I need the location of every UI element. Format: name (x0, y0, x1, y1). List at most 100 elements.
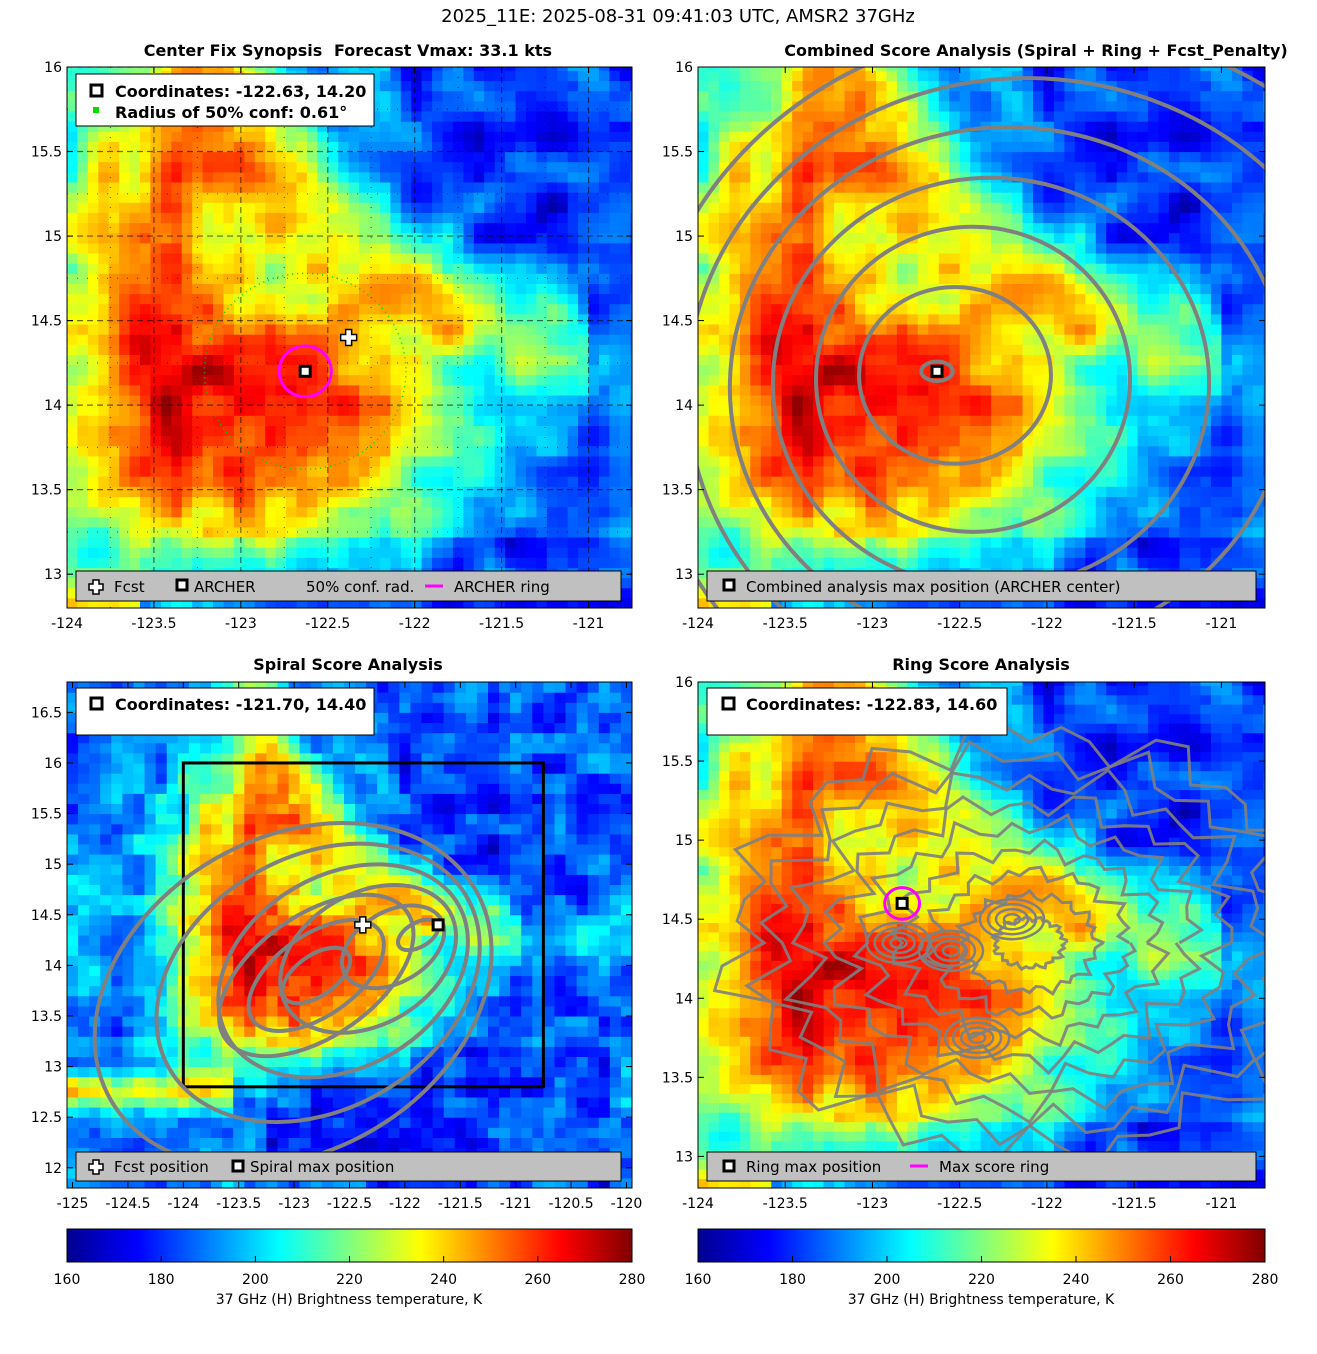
heat-cell (855, 192, 866, 203)
heat-cell (876, 283, 887, 294)
heat-cell (886, 263, 897, 274)
heat-cell (495, 324, 506, 335)
heat-cell (688, 294, 699, 305)
heat-cell (213, 476, 224, 487)
heat-cell (182, 476, 193, 487)
heat-cell (782, 344, 793, 355)
heat-cell (411, 202, 422, 213)
heat-cell (981, 476, 992, 487)
heat-cell (401, 172, 412, 183)
heat-cell (939, 212, 950, 223)
heat-cell (991, 365, 1002, 376)
heat-cell (307, 537, 318, 548)
heat-cell (886, 253, 897, 264)
heat-cell (484, 507, 495, 518)
heat-cell (866, 436, 877, 447)
heat-cell (609, 152, 620, 163)
heat-cell (991, 304, 1002, 315)
heat-cell (855, 446, 866, 457)
heat-cell (970, 354, 981, 365)
heat-cell (401, 81, 412, 92)
heat-cell (547, 405, 558, 416)
heat-cell (641, 507, 652, 518)
heat-cell (641, 344, 652, 355)
heat-cell (981, 141, 992, 152)
heat-cell (286, 486, 297, 497)
heat-cell (1002, 456, 1013, 467)
heat-cell (620, 537, 631, 548)
heat-cell (589, 425, 600, 436)
heat-cell (432, 111, 443, 122)
heat-cell (750, 334, 761, 345)
heat-cell (171, 476, 182, 487)
heat-cell (140, 486, 151, 497)
heat-cell (119, 375, 130, 386)
heat-cell (380, 141, 391, 152)
heat-cell (970, 152, 981, 163)
heat-cell (536, 608, 547, 619)
heat-cell (255, 294, 266, 305)
heat-cell (453, 152, 464, 163)
heat-cell (359, 507, 370, 518)
heat-cell (516, 304, 527, 315)
heat-cell (57, 91, 68, 102)
heat-cell (803, 476, 814, 487)
heat-cell (130, 436, 141, 447)
heat-cell (57, 436, 68, 447)
heat-cell (432, 253, 443, 264)
heat-cell (349, 304, 360, 315)
heat-cell (119, 192, 130, 203)
heat-cell (463, 446, 474, 457)
heat-cell (813, 547, 824, 558)
heat-cell (960, 486, 971, 497)
heat-cell (359, 517, 370, 528)
heat-cell (297, 60, 308, 71)
heat-cell (928, 141, 939, 152)
heat-cell (834, 91, 845, 102)
heat-cell (547, 263, 558, 274)
heat-cell (67, 415, 78, 426)
heat-cell (390, 557, 401, 568)
heat-cell (949, 486, 960, 497)
heat-cell (495, 294, 506, 305)
heat-cell (609, 283, 620, 294)
heat-cell (834, 324, 845, 335)
heat-cell (526, 111, 537, 122)
heat-cell (578, 334, 589, 345)
heat-cell (463, 131, 474, 142)
heat-cell (380, 233, 391, 244)
heat-cell (411, 486, 422, 497)
heat-cell (547, 354, 558, 365)
heat-cell (161, 263, 172, 274)
heat-cell (886, 121, 897, 132)
heat-cell (568, 253, 579, 264)
heat-cell (192, 557, 203, 568)
heat-cell (750, 375, 761, 386)
heat-cell (203, 608, 214, 619)
heat-cell (709, 121, 720, 132)
heat-cell (845, 354, 856, 365)
heat-cell (907, 405, 918, 416)
heat-cell (307, 233, 318, 244)
heat-cell (792, 446, 803, 457)
heat-cell (641, 101, 652, 112)
heat-cell (620, 152, 631, 163)
heat-cell (150, 324, 161, 335)
heat-cell (620, 304, 631, 315)
heat-cell (411, 395, 422, 406)
heat-cell (557, 385, 568, 396)
heat-cell (813, 294, 824, 305)
heat-cell (855, 304, 866, 315)
heat-cell (88, 365, 99, 376)
heat-cell (349, 425, 360, 436)
heat-cell (453, 121, 464, 132)
heat-cell (130, 486, 141, 497)
heat-cell (349, 212, 360, 223)
heat-cell (390, 527, 401, 538)
heat-cell (453, 608, 464, 619)
heat-cell (960, 273, 971, 284)
heat-cell (620, 476, 631, 487)
heat-cell (782, 557, 793, 568)
heat-cell (981, 111, 992, 122)
heat-cell (981, 304, 992, 315)
